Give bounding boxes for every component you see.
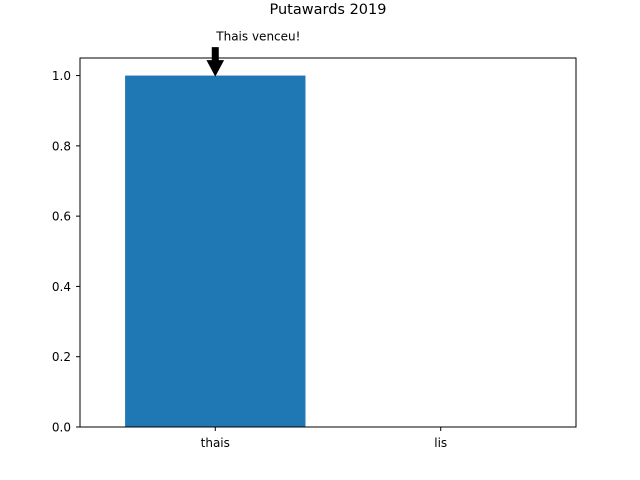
x-tick-label: lis bbox=[434, 436, 447, 450]
y-tick-label: 0.4 bbox=[52, 280, 71, 294]
y-tick-label: 0.2 bbox=[52, 350, 71, 364]
y-axis: 0.0 0.2 0.4 0.6 0.8 1.0 bbox=[52, 69, 80, 435]
x-axis: thais lis bbox=[201, 427, 447, 450]
y-tick-label: 1.0 bbox=[52, 69, 71, 83]
y-tick-label: 0.6 bbox=[52, 210, 71, 224]
bar-thais bbox=[125, 75, 306, 428]
annotation-arrow bbox=[206, 47, 225, 77]
plot-annotation: Thais venceu! bbox=[206, 30, 300, 77]
y-tick-label: 0.0 bbox=[52, 421, 71, 435]
plot-bars bbox=[125, 75, 306, 428]
chart-title: Putawards 2019 bbox=[270, 2, 387, 18]
annotation-label: Thais venceu! bbox=[215, 30, 300, 44]
y-tick-label: 0.8 bbox=[52, 139, 71, 153]
plot-frame bbox=[79, 57, 577, 428]
x-tick-label: thais bbox=[201, 436, 230, 450]
